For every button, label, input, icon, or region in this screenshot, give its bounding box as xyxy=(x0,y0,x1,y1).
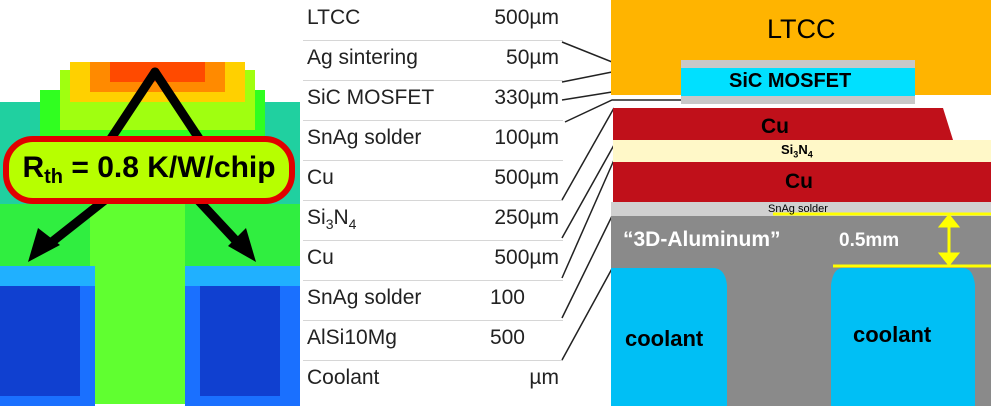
layer-name: LTCC xyxy=(307,6,361,29)
layer-thickness: 330µm xyxy=(494,86,559,109)
layer-row: SnAg solder 100µm xyxy=(303,120,563,161)
aluminum-label: “3D-Aluminum” xyxy=(623,228,781,251)
thickness-arrow xyxy=(937,213,961,267)
module-cross-section: LTCC SiC MOSFET Cu Si3N4 Cu SnAg solder … xyxy=(563,0,991,406)
layer-thickness: 250µm xyxy=(494,206,559,229)
layer-row: SnAg solder 100 xyxy=(303,280,563,321)
layer-row: Coolant µm xyxy=(303,360,563,400)
cu-bottom-label: Cu xyxy=(785,170,813,193)
layer-name: Cu xyxy=(307,246,334,269)
cross-section-drawing xyxy=(611,0,991,406)
layer-thickness: 50µm xyxy=(506,46,559,69)
layer-thickness: 500 xyxy=(489,326,525,349)
coolant-left-label: coolant xyxy=(625,326,704,351)
layer-row: Ag sintering 50µm xyxy=(303,40,563,81)
ltcc-label: LTCC xyxy=(767,14,836,44)
layer-thickness: µm xyxy=(529,366,559,389)
si3n4-layer xyxy=(613,140,991,162)
layer-thickness-table: LTCC 500µm Ag sintering 50µm SiC MOSFET … xyxy=(303,0,563,406)
coolant-channel-right xyxy=(831,268,975,406)
layer-row: Si3N4 250µm xyxy=(303,200,563,241)
layer-thickness: 500µm xyxy=(494,6,559,29)
layer-name: SiC MOSFET xyxy=(307,86,435,109)
layer-thickness: 100µm xyxy=(494,126,559,149)
snag-solder-top xyxy=(681,96,915,104)
mosfet-chip xyxy=(681,68,915,96)
ltcc-layer xyxy=(611,0,991,95)
thermal-simulation-panel: Rth = 0.8 K/W/chip xyxy=(0,0,303,406)
layer-thickness: 500µm xyxy=(494,166,559,189)
cu-top-layer xyxy=(613,108,953,140)
heat-flow-arrows xyxy=(43,67,245,250)
coolant-right-label: coolant xyxy=(853,322,932,347)
si3n4-label: Si3N4 xyxy=(781,142,813,160)
thickness-label: 0.5mm xyxy=(839,230,900,251)
cu-bottom-layer xyxy=(613,162,991,202)
coolant-channel-left xyxy=(611,268,727,406)
layer-row: Cu 500µm xyxy=(303,240,563,281)
layer-row: AlSi10Mg 500 xyxy=(303,320,563,361)
layer-row: SiC MOSFET 330µm xyxy=(303,80,563,121)
thermal-map xyxy=(0,52,300,406)
thermal-resistance-badge: Rth = 0.8 K/W/chip xyxy=(3,136,295,204)
layer-row: LTCC 500µm xyxy=(303,0,563,41)
layer-name: Coolant xyxy=(307,366,380,389)
layer-name: Ag sintering xyxy=(307,46,418,69)
layer-name: SnAg solder xyxy=(307,286,422,309)
cu-top-label: Cu xyxy=(761,115,789,138)
layer-thickness: 500µm xyxy=(494,246,559,269)
layer-name: AlSi10Mg xyxy=(307,326,397,349)
layer-name: Cu xyxy=(307,166,334,189)
ag-sinter-layer xyxy=(681,60,915,68)
mosfet-label: SiC MOSFET xyxy=(729,70,852,92)
layer-thickness: 100 xyxy=(489,286,525,309)
snag-solder-label: SnAg solder xyxy=(768,203,828,215)
layer-name: Si3N4 xyxy=(307,206,357,233)
layer-name: SnAg solder xyxy=(307,126,422,149)
layer-row: Cu 500µm xyxy=(303,160,563,201)
thermal-resistance-label: Rth = 0.8 K/W/chip xyxy=(22,151,276,188)
